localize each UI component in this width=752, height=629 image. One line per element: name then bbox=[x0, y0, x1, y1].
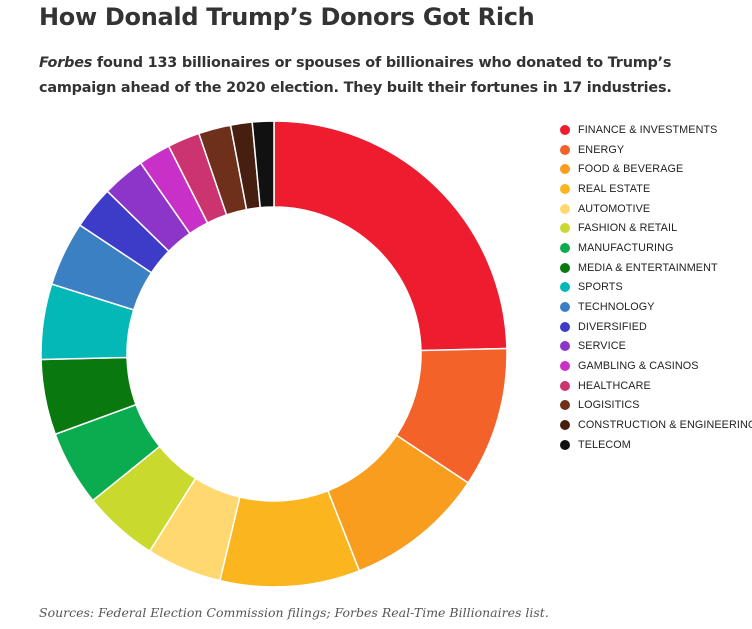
legend-swatch bbox=[560, 420, 570, 431]
legend-item: CONSTRUCTION & ENGINEERING bbox=[560, 415, 752, 435]
legend-item: TELECOM bbox=[560, 435, 752, 455]
donut-slice-telecom bbox=[251, 120, 275, 209]
legend-item: AUTOMOTIVE bbox=[560, 199, 752, 219]
legend-swatch bbox=[560, 223, 570, 234]
legend-label: ENERGY bbox=[578, 143, 625, 156]
legend-label: GAMBLING & CASINOS bbox=[578, 360, 699, 373]
legend-item: ENERGY bbox=[560, 140, 752, 160]
legend-label: MANUFACTURING bbox=[578, 241, 674, 254]
legend-label: REAL ESTATE bbox=[578, 182, 651, 195]
legend-item: LOGISITICS bbox=[560, 396, 752, 416]
legend-label: SERVICE bbox=[578, 340, 626, 353]
subtitle-text: found 133 billionaires or spouses of bil… bbox=[39, 55, 672, 96]
legend-swatch bbox=[560, 321, 570, 332]
legend-label: SPORTS bbox=[578, 281, 623, 294]
legend-swatch bbox=[560, 262, 570, 273]
legend-swatch bbox=[560, 380, 570, 391]
legend-label: TECHNOLOGY bbox=[578, 301, 655, 314]
subtitle-publication-name: Forbes bbox=[39, 55, 93, 71]
legend-swatch bbox=[560, 183, 570, 194]
legend-swatch bbox=[560, 361, 570, 372]
legend-label: MEDIA & ENTERTAINMENT bbox=[578, 261, 718, 274]
legend-item: FINANCE & INVESTMENTS bbox=[560, 120, 752, 140]
legend-label: LOGISITICS bbox=[578, 399, 640, 412]
legend-swatch bbox=[560, 144, 570, 155]
legend-swatch bbox=[560, 242, 570, 253]
legend-label: TELECOM bbox=[578, 438, 631, 451]
legend-label: FINANCE & INVESTMENTS bbox=[578, 123, 718, 136]
legend-label: AUTOMOTIVE bbox=[578, 202, 651, 215]
legend-item: GAMBLING & CASINOS bbox=[560, 356, 752, 376]
legend-swatch bbox=[560, 439, 570, 450]
legend-swatch bbox=[560, 203, 570, 214]
legend-swatch bbox=[560, 282, 570, 293]
legend-swatch bbox=[560, 124, 570, 135]
source-note: Sources: Federal Election Commission fil… bbox=[39, 605, 549, 620]
legend-label: CONSTRUCTION & ENGINEERING bbox=[578, 419, 752, 432]
donut-slices bbox=[40, 120, 508, 588]
legend-item: FASHION & RETAIL bbox=[560, 218, 752, 238]
legend-item: REAL ESTATE bbox=[560, 179, 752, 199]
legend-swatch bbox=[560, 341, 570, 352]
donut-chart bbox=[40, 120, 508, 588]
legend-item: MANUFACTURING bbox=[560, 238, 752, 258]
legend-label: FOOD & BEVERAGE bbox=[578, 163, 684, 176]
legend-item: TECHNOLOGY bbox=[560, 297, 752, 317]
legend-item: DIVERSIFIED bbox=[560, 317, 752, 337]
chart-subtitle: Forbes found 133 billionaires or spouses… bbox=[39, 51, 739, 101]
chart-title: How Donald Trump’s Donors Got Rich bbox=[39, 3, 535, 31]
legend-item: SERVICE bbox=[560, 337, 752, 357]
legend-swatch bbox=[560, 164, 570, 175]
legend-label: FASHION & RETAIL bbox=[578, 222, 678, 235]
legend-item: MEDIA & ENTERTAINMENT bbox=[560, 258, 752, 278]
legend-item: FOOD & BEVERAGE bbox=[560, 159, 752, 179]
legend-swatch bbox=[560, 400, 570, 411]
chart-legend: FINANCE & INVESTMENTS ENERGY FOOD & BEVERA… bbox=[560, 120, 752, 455]
legend-label: HEALTHCARE bbox=[578, 379, 651, 392]
legend-label: DIVERSIFIED bbox=[578, 320, 647, 333]
donut-slice-finance-investments bbox=[273, 120, 508, 352]
legend-item: HEALTHCARE bbox=[560, 376, 752, 396]
legend-item: SPORTS bbox=[560, 278, 752, 298]
legend-swatch bbox=[560, 302, 570, 313]
